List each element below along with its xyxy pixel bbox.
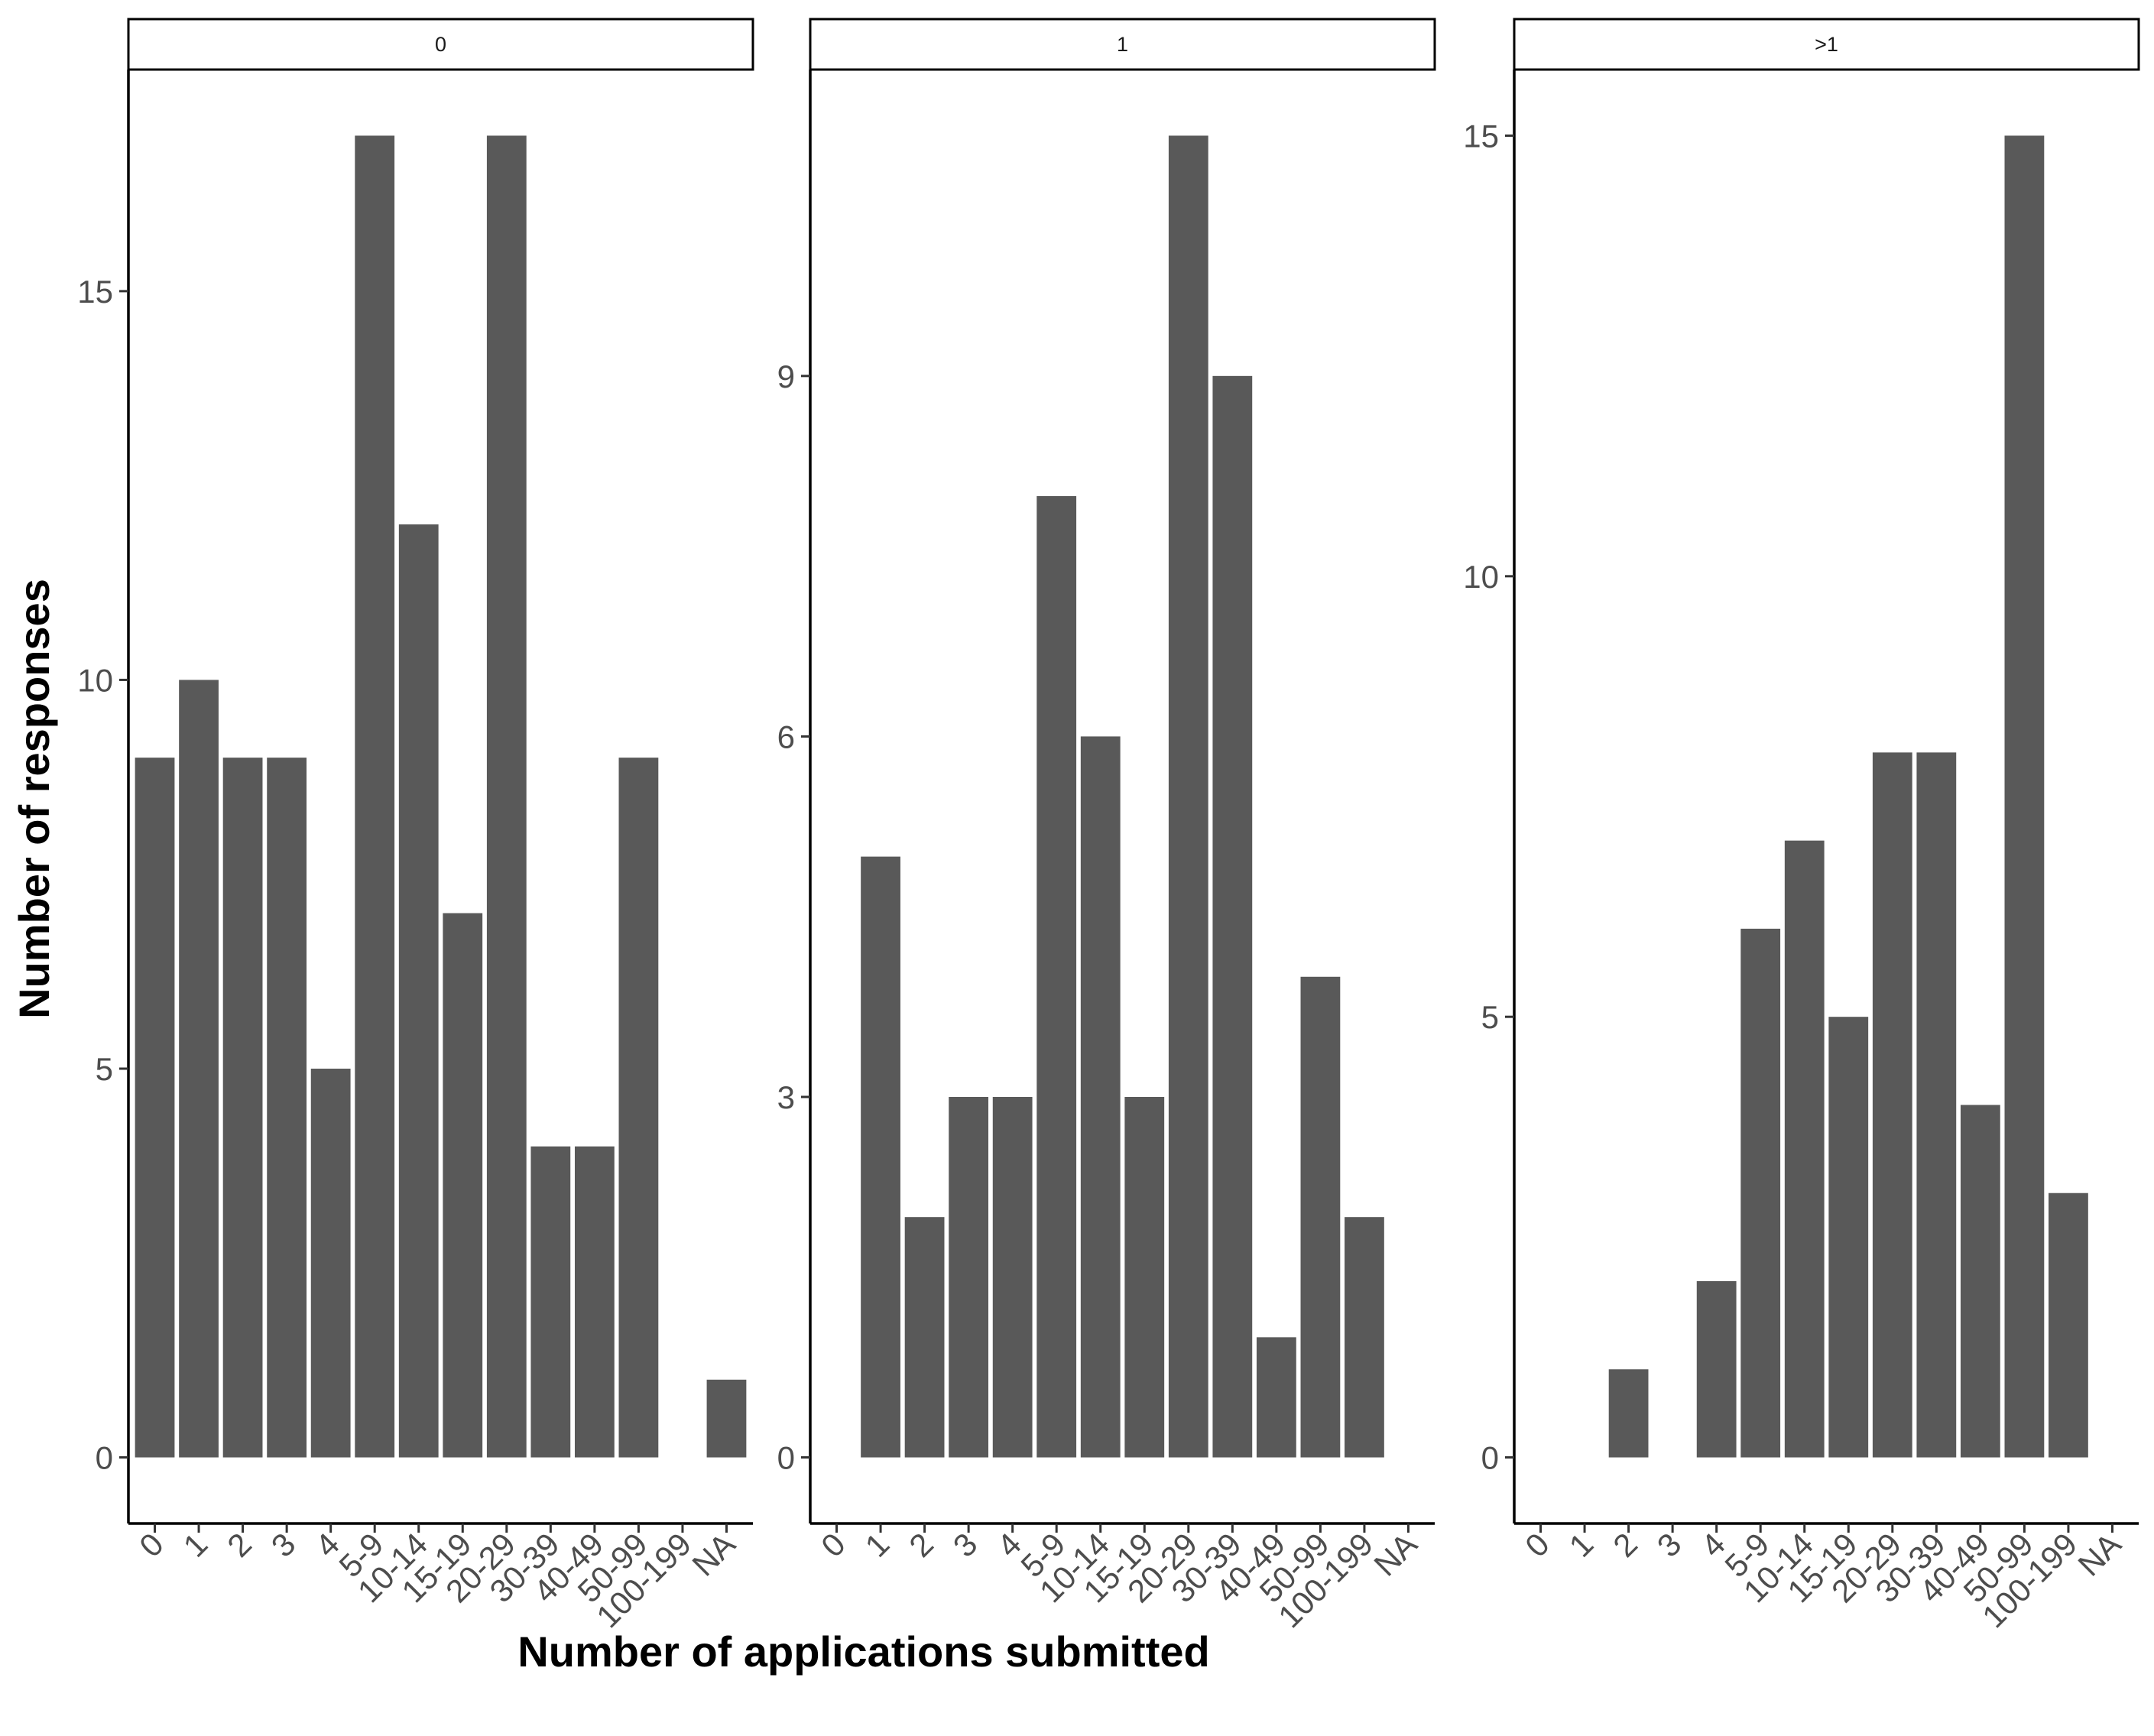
bar-40-49	[1256, 1337, 1296, 1458]
bar-NA	[706, 1379, 747, 1458]
y-tick-label: 10	[1463, 559, 1499, 595]
facet-strip	[127, 18, 754, 71]
y-tick-label: 5	[96, 1051, 113, 1087]
bar-50-99	[618, 758, 659, 1458]
bar-100-199	[2049, 1192, 2088, 1458]
x-tick-label: 2	[902, 1526, 940, 1564]
x-tick-label: 0	[1518, 1526, 1556, 1564]
x-tick-label: 3	[1650, 1526, 1688, 1564]
bar-4	[1696, 1281, 1737, 1458]
bar-5-9	[1740, 928, 1781, 1458]
facet-strip-label: 0	[435, 33, 446, 56]
y-tick-label: 5	[1481, 999, 1499, 1035]
x-tick-label: 0	[132, 1526, 170, 1564]
bar-15-19	[443, 913, 483, 1458]
bar-40-49	[1960, 1105, 2000, 1458]
facet-strip	[809, 18, 1436, 71]
bar-10-14	[1080, 736, 1121, 1458]
y-tick-label: 0	[96, 1440, 113, 1476]
y-tick-label: 3	[777, 1079, 795, 1115]
bar-5-9	[1036, 496, 1077, 1458]
x-tick-label: NA	[1367, 1526, 1424, 1583]
bar-100-199	[1345, 1217, 1384, 1458]
x-tick-label: 1	[177, 1526, 215, 1564]
x-tick-label: 2	[1606, 1526, 1644, 1564]
bar-2	[904, 1217, 945, 1458]
bar-50-99	[1300, 976, 1341, 1458]
bar-40-49	[574, 1146, 615, 1458]
bar-30-39	[1916, 752, 1957, 1458]
y-tick-label: 0	[1481, 1440, 1499, 1476]
y-tick-label: 6	[777, 719, 795, 754]
y-tick-label: 0	[777, 1440, 795, 1476]
x-tick-label: NA	[685, 1526, 742, 1583]
y-axis-title: Number of responses	[10, 579, 58, 1019]
x-tick-label: 2	[220, 1526, 258, 1564]
x-tick-label: 1	[858, 1526, 897, 1564]
y-tick-label: 15	[1463, 118, 1499, 154]
bar-20-29	[1872, 752, 1912, 1458]
bar-30-39	[530, 1146, 571, 1458]
bar-1	[179, 680, 219, 1458]
x-tick-label: 3	[264, 1526, 303, 1564]
bar-4	[310, 1068, 351, 1458]
bar-10-14	[398, 524, 439, 1458]
bar-3	[949, 1096, 989, 1458]
bar-2	[1608, 1369, 1649, 1458]
bar-30-39	[1212, 375, 1253, 1458]
y-tick-label: 9	[777, 359, 795, 394]
bar-50-99	[2004, 135, 2045, 1458]
bar-20-29	[1168, 135, 1208, 1458]
bar-10-14	[1784, 840, 1825, 1458]
x-axis-title: Number of applications submitted	[517, 1627, 1209, 1676]
bar-3	[267, 758, 307, 1458]
bar-15-19	[1828, 1017, 1869, 1458]
x-tick-label: 1	[1562, 1526, 1601, 1564]
bar-0	[135, 758, 175, 1458]
x-tick-label: 3	[946, 1526, 985, 1564]
x-tick-label: NA	[2071, 1526, 2128, 1583]
bar-4	[992, 1096, 1033, 1458]
y-tick-label: 15	[77, 274, 113, 310]
bar-2	[222, 758, 263, 1458]
facet-strip-label: >1	[1815, 33, 1838, 56]
bar-15-19	[1124, 1096, 1165, 1458]
facet-strip	[1513, 18, 2140, 71]
facet-strip-label: 1	[1117, 33, 1128, 56]
x-tick-label: 0	[814, 1526, 852, 1564]
bar-20-29	[486, 135, 527, 1458]
bar-1	[861, 856, 900, 1458]
bar-5-9	[355, 135, 395, 1458]
y-tick-label: 10	[77, 662, 113, 698]
